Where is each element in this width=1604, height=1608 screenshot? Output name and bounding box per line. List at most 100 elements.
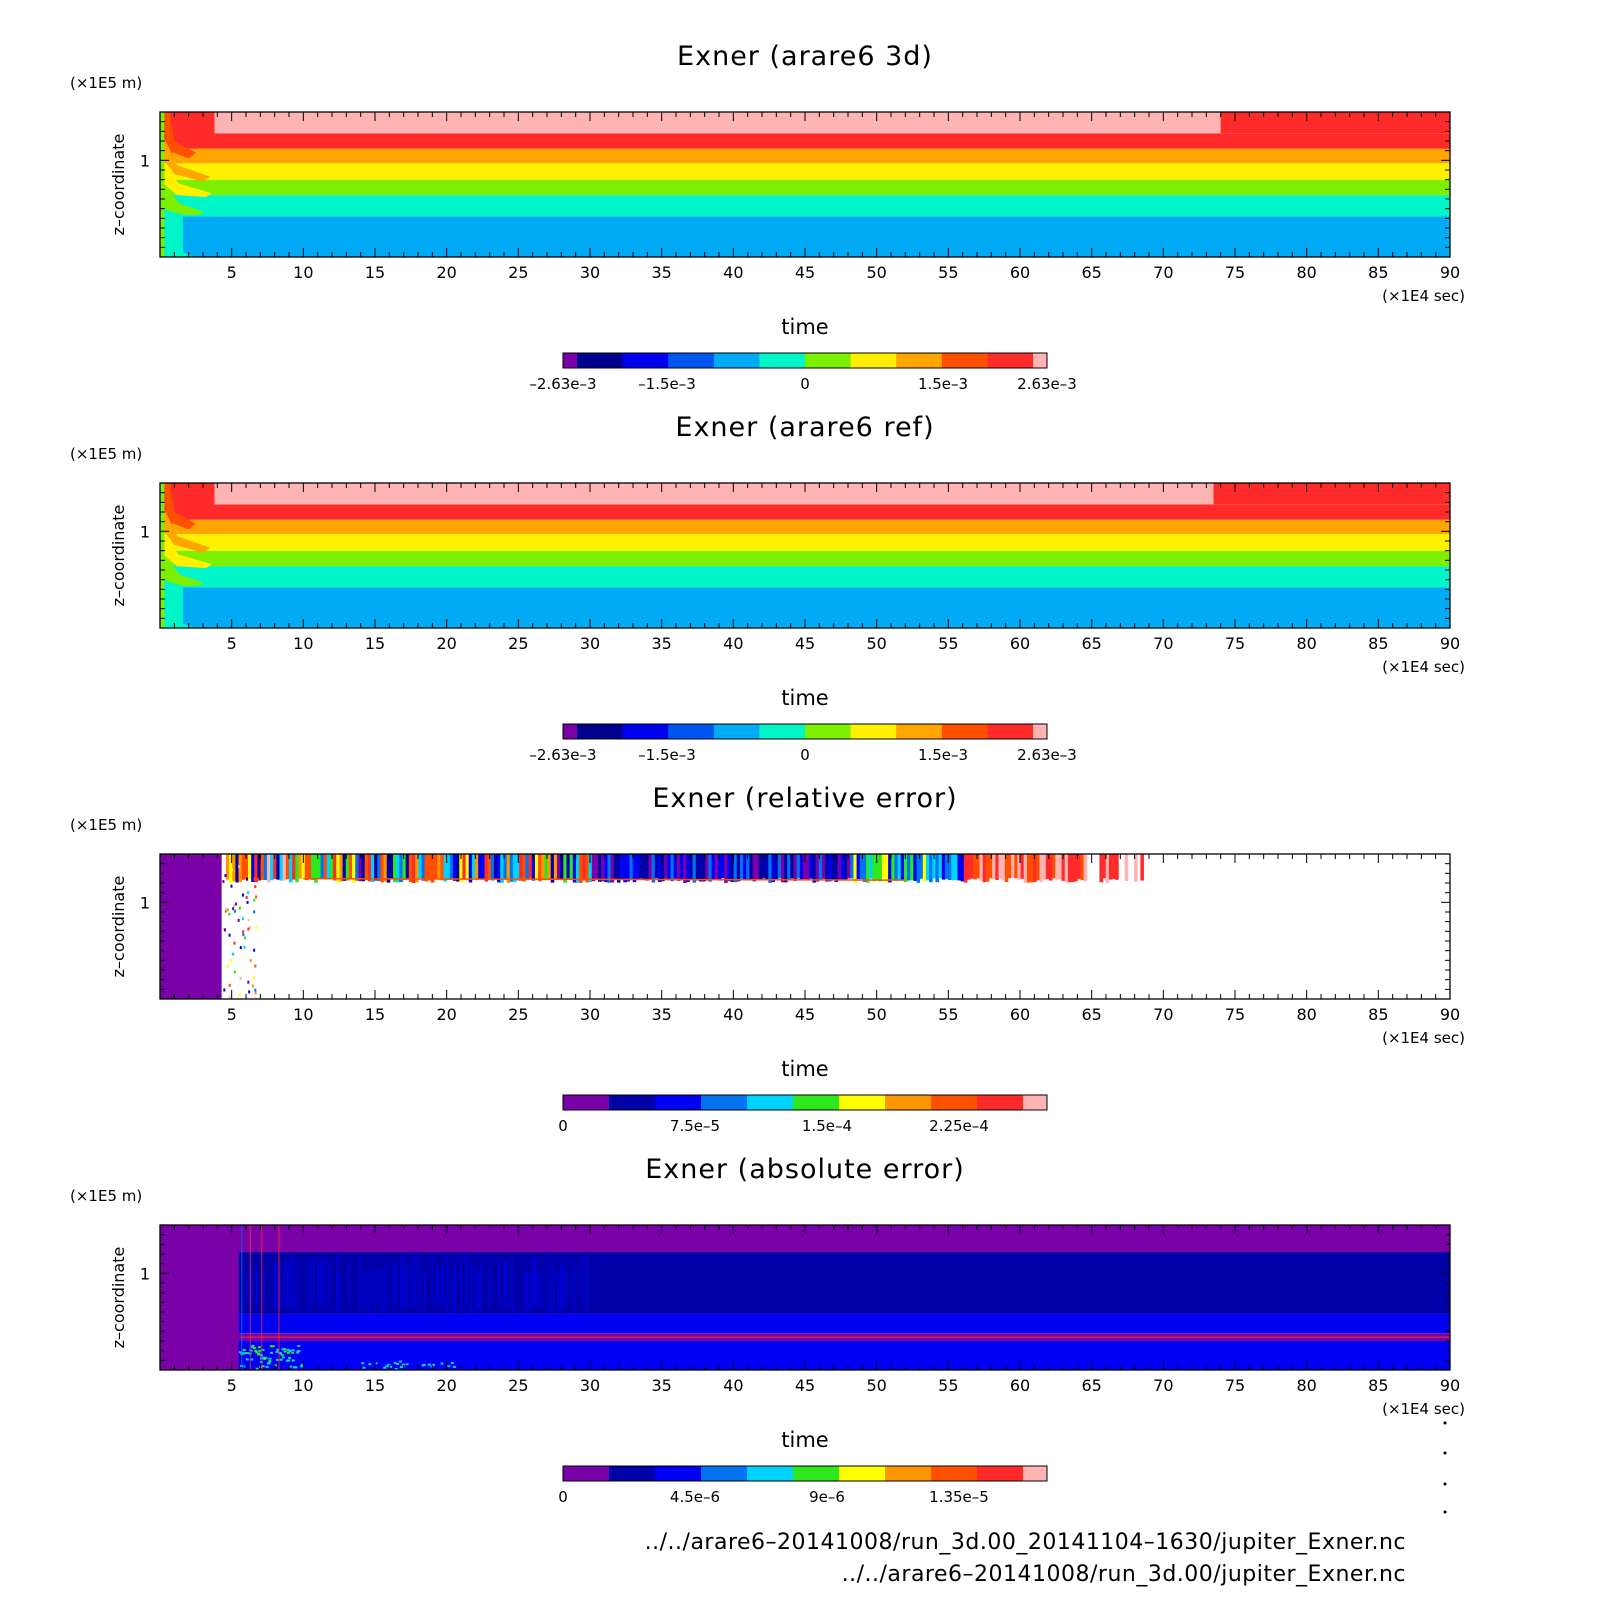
x-unit-label: (×1E4 sec): [1382, 287, 1465, 305]
error-speckle: [258, 1349, 262, 1352]
error-texture: [372, 1259, 374, 1305]
error-noise: [228, 995, 231, 999]
error-streak: [884, 854, 889, 883]
error-texture: [495, 1255, 498, 1314]
error-streak: [380, 854, 384, 883]
error-texture: [323, 1258, 325, 1311]
error-streak: [314, 854, 318, 883]
field-band: [160, 163, 1450, 180]
error-streak: [888, 854, 892, 883]
error-texture: [537, 1270, 539, 1307]
error-texture: [578, 1269, 580, 1310]
error-texture: [271, 1271, 273, 1305]
error-streak: [840, 854, 845, 881]
error-texture: [449, 1262, 451, 1307]
colorbar-tick-label: 0: [558, 1488, 568, 1506]
error-streak: [784, 854, 788, 883]
error-speckle: [297, 1344, 301, 1347]
colorbar: –2.63e–3 –1.5e–3 0 1.5e–3 2.63e–3: [529, 352, 1077, 393]
error-streak: [900, 854, 905, 881]
field-band: [160, 148, 1450, 164]
error-streak: [465, 854, 470, 881]
error-streak: [1140, 854, 1144, 881]
error-streak: [260, 854, 265, 880]
chart-panel-3: Exner (relative error) (×1E5 m) z–coordina…: [70, 783, 1465, 1135]
error-streak: [1067, 854, 1072, 883]
error-noise: [251, 984, 254, 988]
error-texture: [336, 1255, 338, 1311]
colorbar: –2.63e–3 –1.5e–3 0 1.5e–3 2.63e–3: [529, 723, 1077, 764]
error-streak: [471, 854, 476, 879]
error-noise: [239, 976, 242, 980]
x-tick-label: 25: [508, 263, 528, 282]
error-streak: [399, 854, 403, 883]
error-speckle: [257, 1353, 261, 1356]
error-noise: [242, 930, 245, 934]
error-texture: [526, 1270, 529, 1307]
colorbar: 0 4.5e–6 9e–6 1.35e–5: [558, 1465, 1048, 1506]
error-texture: [570, 1258, 573, 1312]
x-axis-label: time: [781, 1428, 828, 1452]
colorbar-segment: [987, 353, 1034, 368]
error-streak: [881, 854, 886, 879]
error-texture: [274, 1262, 276, 1308]
error-noise: [228, 983, 231, 987]
colorbar-segment: [839, 1095, 886, 1110]
x-tick-label: 60: [1010, 1376, 1030, 1395]
error-streak: [714, 854, 719, 879]
error-speckle: [245, 1352, 249, 1355]
error-streak: [383, 854, 388, 882]
transient-region: [160, 179, 203, 216]
error-noise: [226, 908, 229, 912]
error-noise: [243, 936, 246, 940]
x-tick-label: 10: [293, 634, 313, 653]
error-streak: [686, 854, 690, 883]
error-streak: [862, 854, 867, 882]
error-texture: [498, 1260, 500, 1307]
colorbar-segment: [941, 724, 988, 739]
error-texture: [256, 1266, 258, 1310]
y-tick-label: 1: [140, 522, 150, 541]
error-streak: [875, 854, 880, 881]
error-noise: [238, 865, 241, 869]
error-texture: [348, 1261, 351, 1306]
error-streak: [1045, 854, 1050, 880]
error-streak: [506, 854, 511, 883]
x-tick-label: 25: [508, 1376, 528, 1395]
error-texture: [434, 1271, 436, 1311]
transient-edge: [160, 112, 165, 257]
error-streak: [402, 854, 407, 881]
error-streak: [856, 854, 861, 880]
x-unit-label: (×1E4 sec): [1382, 1400, 1465, 1418]
error-streak: [925, 854, 930, 881]
error-streak: [601, 854, 605, 882]
colorbar-segment: [896, 353, 943, 368]
colorbar-segment: [793, 1466, 840, 1481]
error-noise: [233, 909, 236, 913]
error-texture: [292, 1255, 294, 1310]
x-tick-label: 50: [866, 634, 886, 653]
error-texture: [560, 1263, 562, 1311]
error-noise: [247, 927, 250, 931]
error-streak: [292, 854, 296, 880]
colorbar-tick-label: 1.35e–5: [929, 1488, 989, 1506]
error-streak: [336, 854, 340, 883]
error-texture: [243, 1263, 245, 1314]
error-streak: [1042, 854, 1047, 880]
colorbar-tick-label: –2.63e–3: [529, 375, 596, 393]
error-streak: [613, 854, 618, 879]
error-streak: [1017, 854, 1021, 880]
error-speckle: [387, 1363, 391, 1366]
colorbar: 0 7.5e–5 1.5e–4 2.25e–4: [558, 1094, 1048, 1135]
colorbar-segment: [668, 724, 715, 739]
error-streak: [796, 854, 801, 879]
error-streak: [1124, 854, 1129, 882]
error-streak: [1061, 854, 1066, 881]
error-noise: [245, 877, 248, 881]
error-streak: [793, 854, 798, 881]
error-speckle: [374, 1362, 378, 1365]
x-tick-label: 35: [651, 1005, 671, 1024]
error-streak: [311, 854, 315, 881]
error-streak: [629, 854, 634, 880]
error-streak: [897, 854, 902, 881]
